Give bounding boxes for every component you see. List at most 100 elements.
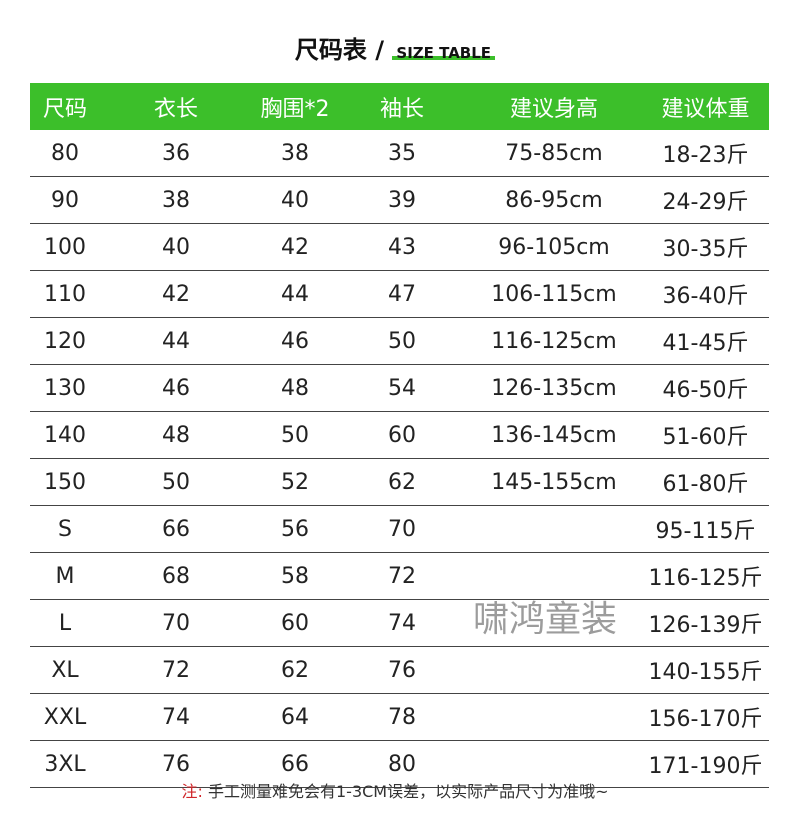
table-cell: 38: [252, 130, 338, 177]
table-cell: 48: [100, 411, 252, 459]
column-header: 建议体重: [642, 83, 769, 130]
table-cell: 60: [252, 599, 338, 647]
table-cell: 47: [338, 270, 466, 318]
table-cell: 42: [100, 270, 252, 318]
column-header: 袖长: [338, 83, 466, 130]
table-row: 110 42 44 47 106-115cm 36-40斤: [30, 270, 769, 318]
table-cell: [466, 599, 642, 647]
table-cell: M: [30, 552, 100, 600]
table-cell: 100: [30, 223, 100, 271]
page-title: 尺码表 / SIZE TABLE: [0, 30, 790, 65]
table-cell: 58: [252, 552, 338, 600]
table-row: XL 72 62 76 140-155斤: [30, 646, 769, 694]
column-header: 尺码: [30, 83, 100, 130]
column-header: 衣长: [100, 83, 252, 130]
table-row: L 70 60 74 126-139斤: [30, 599, 769, 647]
table-cell: 140: [30, 411, 100, 459]
table-cell: 156-170斤: [642, 693, 769, 741]
table-cell: 74: [100, 693, 252, 741]
table-cell: 76: [100, 740, 252, 788]
table-cell: 18-23斤: [642, 130, 769, 177]
table-cell: 36: [100, 130, 252, 177]
table-row: 120 44 46 50 116-125cm 41-45斤: [30, 317, 769, 365]
table-cell: 68: [100, 552, 252, 600]
table-cell: 136-145cm: [466, 411, 642, 459]
table-cell: 72: [338, 552, 466, 600]
table-row: 90 38 40 39 86-95cm 24-29斤: [30, 176, 769, 224]
table-cell: 74: [338, 599, 466, 647]
table-cell: 50: [100, 458, 252, 506]
table-cell: 42: [252, 223, 338, 271]
table-cell: L: [30, 599, 100, 647]
table-cell: 120: [30, 317, 100, 365]
table-cell: 140-155斤: [642, 646, 769, 694]
table-cell: 50: [338, 317, 466, 365]
table-cell: 116-125斤: [642, 552, 769, 600]
table-cell: 150: [30, 458, 100, 506]
table-cell: 145-155cm: [466, 458, 642, 506]
table-cell: 126-135cm: [466, 364, 642, 412]
table-cell: 95-115斤: [642, 505, 769, 553]
table-row: XXL 74 64 78 156-170斤: [30, 693, 769, 741]
table-cell: 54: [338, 364, 466, 412]
table-cell: 64: [252, 693, 338, 741]
table-cell: 78: [338, 693, 466, 741]
table-row: S 66 56 70 95-115斤: [30, 505, 769, 553]
table-row: 100 40 42 43 96-105cm 30-35斤: [30, 223, 769, 271]
table-cell: [466, 552, 642, 600]
table-header: 尺码 衣长 胸围*2 袖长 建议身高 建议体重: [30, 83, 769, 130]
table-cell: 62: [252, 646, 338, 694]
table-row: 140 48 50 60 136-145cm 51-60斤: [30, 411, 769, 459]
table-cell: 56: [252, 505, 338, 553]
table-cell: S: [30, 505, 100, 553]
table-cell: 46: [252, 317, 338, 365]
table-cell: 66: [252, 740, 338, 788]
table-cell: 80: [30, 130, 100, 177]
table-cell: 40: [100, 223, 252, 271]
table-cell: 70: [338, 505, 466, 553]
table-cell: [466, 505, 642, 553]
table-cell: 50: [252, 411, 338, 459]
table-cell: 70: [100, 599, 252, 647]
table-cell: 24-29斤: [642, 176, 769, 224]
table-cell: 66: [100, 505, 252, 553]
column-header: 建议身高: [466, 83, 642, 130]
note-label: 注:: [181, 782, 203, 801]
table-cell: 75-85cm: [466, 130, 642, 177]
table-cell: 90: [30, 176, 100, 224]
watermark: 啸鸿童装: [472, 599, 617, 640]
table-cell: 62: [338, 458, 466, 506]
table-cell: [466, 646, 642, 694]
table-cell: 126-139斤: [642, 599, 769, 647]
table-cell: 106-115cm: [466, 270, 642, 318]
column-header: 胸围*2: [252, 83, 338, 130]
table-cell: 44: [100, 317, 252, 365]
table-cell: 52: [252, 458, 338, 506]
table-cell: 38: [100, 176, 252, 224]
table-cell: 86-95cm: [466, 176, 642, 224]
size-table: 尺码 衣长 胸围*2 袖长 建议身高 建议体重 80 36 38 35 75-85cm 18-23斤…: [30, 83, 769, 788]
table-cell: 72: [100, 646, 252, 694]
table-cell: [466, 693, 642, 741]
table-cell: 35: [338, 130, 466, 177]
table-cell: 80: [338, 740, 466, 788]
table-cell: 46: [100, 364, 252, 412]
title-cn: 尺码表: [294, 36, 367, 64]
table-cell: 116-125cm: [466, 317, 642, 365]
footnote: 注: 手工测量难免会有1-3CM误差，以实际产品尺寸为准哦~: [0, 778, 790, 802]
table-cell: 96-105cm: [466, 223, 642, 271]
table-cell: 51-60斤: [642, 411, 769, 459]
table-cell: 44: [252, 270, 338, 318]
table-cell: [466, 740, 642, 788]
table-cell: 46-50斤: [642, 364, 769, 412]
table-cell: 48: [252, 364, 338, 412]
title-en: SIZE TABLE: [392, 44, 495, 62]
table-cell: 3XL: [30, 740, 100, 788]
table-cell: 110: [30, 270, 100, 318]
table-row: M 68 58 72 116-125斤: [30, 552, 769, 600]
note-text: 手工测量难免会有1-3CM误差，以实际产品尺寸为准哦~: [207, 782, 609, 801]
table-cell: XXL: [30, 693, 100, 741]
table-cell: 171-190斤: [642, 740, 769, 788]
table-row: 80 36 38 35 75-85cm 18-23斤: [30, 130, 769, 177]
table-cell: 40: [252, 176, 338, 224]
